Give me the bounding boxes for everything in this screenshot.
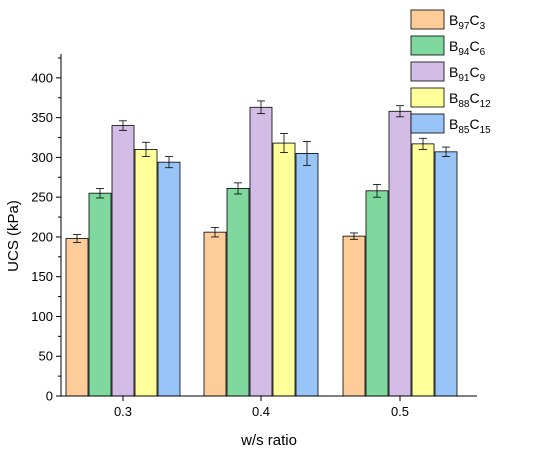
axes: 0 50 100 150 200 250 300 350 400 0.3 0.4 0.5 [31, 54, 477, 419]
x-tick-label: 0.5 [391, 404, 409, 419]
legend-label: B85C15 [449, 116, 491, 136]
x-tick-label: 0.3 [114, 404, 132, 419]
legend-swatch [410, 35, 445, 56]
legend-item-B91C9: B91C9 [410, 61, 486, 84]
y-tick-label: 150 [31, 269, 53, 284]
bar-B85C15-0.5 [434, 151, 458, 397]
error-bar-B94C6-0.4 [234, 182, 242, 195]
error-bar-B85C15-0.5 [442, 146, 450, 158]
error-bar-B94C6-0.5 [373, 184, 381, 198]
legend-label: B88C12 [449, 90, 491, 110]
bar-B88C12-0.4 [272, 142, 296, 397]
legend-swatch [410, 9, 445, 30]
legend-item-B85C15: B85C15 [410, 113, 491, 136]
bar-B91C9-0.4 [249, 106, 273, 397]
y-tick-label: 400 [31, 70, 53, 85]
bar-layer [65, 106, 458, 397]
legend-swatch [410, 87, 445, 108]
y-tick-label: 50 [39, 349, 53, 364]
error-bar-B94C6-0.3 [96, 188, 104, 199]
error-bar-B97C3-0.3 [73, 234, 81, 243]
y-tick-label: 250 [31, 190, 53, 205]
bar-B85C15-0.3 [157, 161, 181, 397]
error-bar-B85C15-0.3 [165, 156, 173, 169]
error-bar-B88C12-0.4 [280, 133, 288, 154]
y-tick-label: 0 [46, 389, 53, 404]
legend-swatch [410, 61, 445, 82]
bar-B91C9-0.5 [388, 110, 412, 397]
bar-B88C12-0.3 [134, 149, 158, 397]
x-tick-label: 0.4 [252, 404, 270, 419]
bar-B94C6-0.3 [88, 192, 112, 397]
error-bar-B88C12-0.3 [142, 141, 150, 158]
y-tick-label: 200 [31, 229, 53, 244]
error-bar-B97C3-0.5 [350, 232, 358, 240]
bar-B94C6-0.5 [365, 190, 389, 397]
y-tick-label: 100 [31, 309, 53, 324]
error-bar-B91C9-0.3 [119, 120, 127, 131]
bar-B97C3-0.3 [65, 238, 89, 397]
y-axis-title: UCS (kPa) [5, 200, 22, 272]
error-bar-layer [73, 100, 450, 243]
y-tick-label: 300 [31, 150, 53, 165]
legend-item-B94C6: B94C6 [410, 35, 486, 58]
legend: B97C3 B94C6 B91C9 B88C12 B85C15 [410, 9, 491, 136]
legend-item-B88C12: B88C12 [410, 87, 491, 110]
error-bar-B97C3-0.4 [211, 226, 219, 238]
bar-B94C6-0.4 [226, 188, 250, 397]
error-bar-B91C9-0.5 [396, 105, 404, 118]
error-bar-B91C9-0.4 [257, 100, 265, 115]
legend-label: B91C9 [449, 64, 486, 84]
x-axis-title: w/s ratio [240, 432, 297, 449]
error-bar-B85C15-0.4 [303, 141, 311, 166]
bar-B88C12-0.5 [411, 143, 435, 397]
bar-B85C15-0.4 [295, 153, 319, 397]
bar-B91C9-0.3 [111, 125, 135, 397]
bar-B97C3-0.5 [342, 235, 366, 397]
y-tick-label: 350 [31, 110, 53, 125]
legend-label: B94C6 [449, 38, 486, 58]
legend-label: B97C3 [449, 12, 486, 32]
legend-item-B97C3: B97C3 [410, 9, 486, 32]
error-bar-B88C12-0.5 [419, 137, 427, 150]
legend-swatch [410, 113, 445, 134]
bar-B97C3-0.4 [203, 231, 227, 397]
